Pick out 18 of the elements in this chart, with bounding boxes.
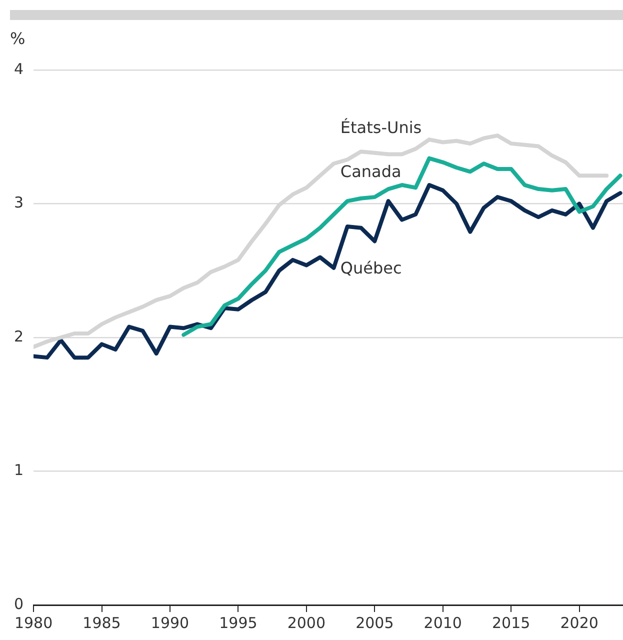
y-tick-label: 4: [14, 60, 24, 78]
y-tick-label: 0: [14, 594, 24, 613]
x-tick-label: 2020: [560, 614, 598, 632]
y-tick-label: 1: [14, 461, 24, 480]
x-tick-label: 1980: [14, 614, 53, 632]
y-tick-label: 2: [14, 327, 24, 346]
x-tick-label: 1995: [219, 614, 258, 632]
series-label: Canada: [340, 162, 402, 182]
y-axis-title: %: [10, 29, 26, 48]
x-tick-label: 1985: [82, 614, 121, 632]
y-tick-label: 3: [14, 194, 24, 212]
x-tick-label: 2015: [492, 614, 530, 632]
series-label: États-Unis: [340, 118, 422, 138]
x-tick-label: 2010: [424, 614, 462, 632]
x-tick-label: 2000: [287, 614, 326, 632]
series-label: Québec: [340, 258, 402, 278]
x-tick-label: 2005: [356, 614, 394, 632]
x-tick-label: 1990: [150, 614, 190, 632]
